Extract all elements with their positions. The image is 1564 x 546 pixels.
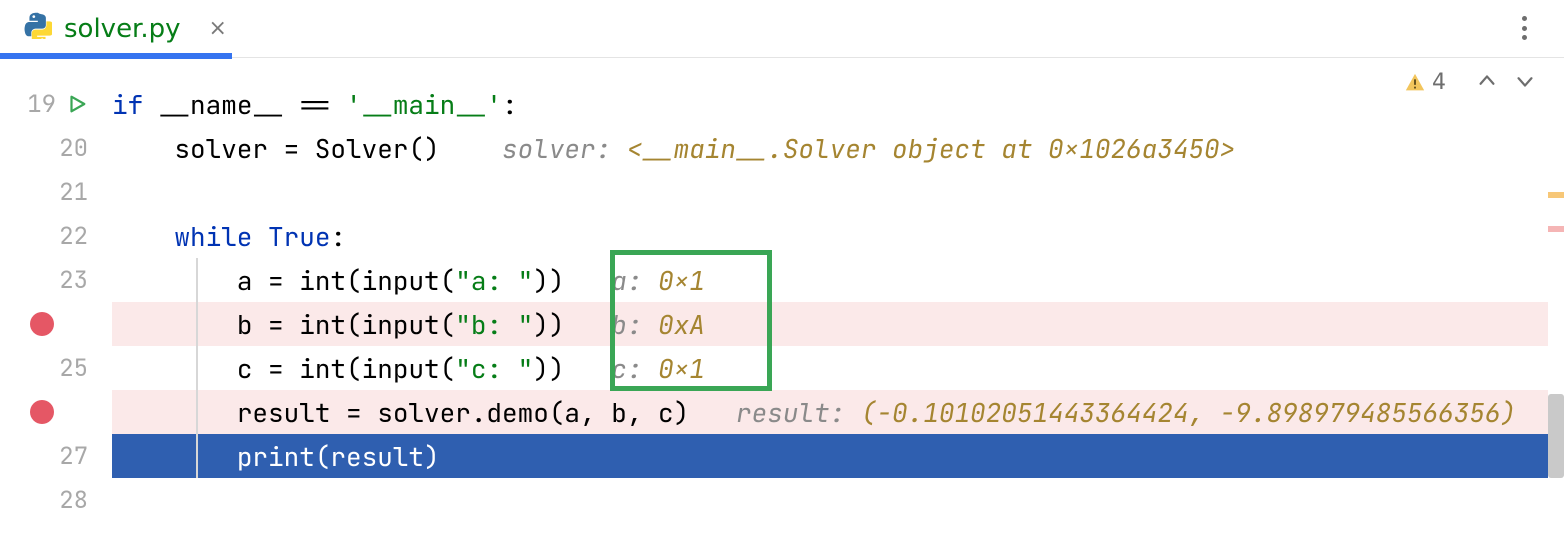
warnings-count: 4 <box>1432 70 1446 95</box>
code-editor[interactable]: 19 if __name__ == '__main__': 20 solver = … <box>0 58 1564 522</box>
code-text: result = solver.demo(a, b, c) result: (-… <box>112 395 1516 430</box>
line-number: 28 <box>59 485 88 516</box>
tab-options-menu[interactable] <box>1512 14 1536 42</box>
code-line: b = int(input("b: ")) b: 0xA <box>0 302 1564 346</box>
next-problem-icon[interactable] <box>1514 70 1536 92</box>
vertical-scrollbar-thumb[interactable] <box>1548 394 1564 478</box>
code-text: if __name__ == '__main__': <box>112 87 518 122</box>
line-number: 21 <box>59 177 88 208</box>
line-number: 20 <box>59 133 88 164</box>
line-number: 25 <box>59 353 88 384</box>
gutter[interactable]: 20 <box>0 133 112 164</box>
code-text: b = int(input("b: ")) b: 0xA <box>112 307 705 342</box>
breakpoint-icon[interactable] <box>30 312 54 336</box>
line-number: 22 <box>59 221 88 252</box>
file-tab[interactable]: solver.py × <box>0 0 251 57</box>
code-line: 23 a = int(input("a: ")) a: 0x1 <box>0 258 1564 302</box>
gutter[interactable]: 19 <box>0 89 112 120</box>
problem-nav <box>1476 70 1536 92</box>
code-line: 27 print(result) <box>0 434 1564 478</box>
close-icon[interactable]: × <box>209 16 227 41</box>
tab-filename: solver.py <box>64 14 181 44</box>
code-line: 22 while True: <box>0 214 1564 258</box>
code-line: 19 if __name__ == '__main__': <box>0 82 1564 126</box>
gutter[interactable]: 25 <box>0 353 112 384</box>
code-text: c = int(input("c: ")) c: 0x1 <box>112 351 705 386</box>
warnings-badge[interactable]: 4 <box>1404 70 1446 95</box>
code-line: 21 <box>0 170 1564 214</box>
line-number: 19 <box>27 89 56 120</box>
code-line: 25 c = int(input("c: ")) c: 0x1 <box>0 346 1564 390</box>
breakpoint-icon[interactable] <box>30 400 54 424</box>
code-line: 28 <box>0 478 1564 522</box>
code-line: result = solver.demo(a, b, c) result: (-… <box>0 390 1564 434</box>
line-number: 23 <box>59 265 88 296</box>
line-number: 27 <box>59 441 88 472</box>
gutter[interactable]: 21 <box>0 177 112 208</box>
run-gutter-icon[interactable] <box>66 93 88 115</box>
prev-problem-icon[interactable] <box>1476 70 1498 92</box>
gutter[interactable]: 27 <box>0 441 112 472</box>
tab-bar: solver.py × <box>0 0 1564 58</box>
gutter[interactable]: 28 <box>0 485 112 516</box>
python-file-icon <box>24 11 52 46</box>
code-text: print(result) <box>112 439 440 474</box>
gutter[interactable]: 23 <box>0 265 112 296</box>
error-stripe-marker[interactable] <box>1548 226 1564 232</box>
error-stripe-marker[interactable] <box>1548 192 1564 198</box>
code-text: a = int(input("a: ")) a: 0x1 <box>112 263 705 298</box>
code-text: while True: <box>112 219 346 254</box>
code-text: solver = Solver() solver: <__main__.Solv… <box>112 131 1235 166</box>
code-line: 20 solver = Solver() solver: <__main__.S… <box>0 126 1564 170</box>
gutter[interactable]: 22 <box>0 221 112 252</box>
